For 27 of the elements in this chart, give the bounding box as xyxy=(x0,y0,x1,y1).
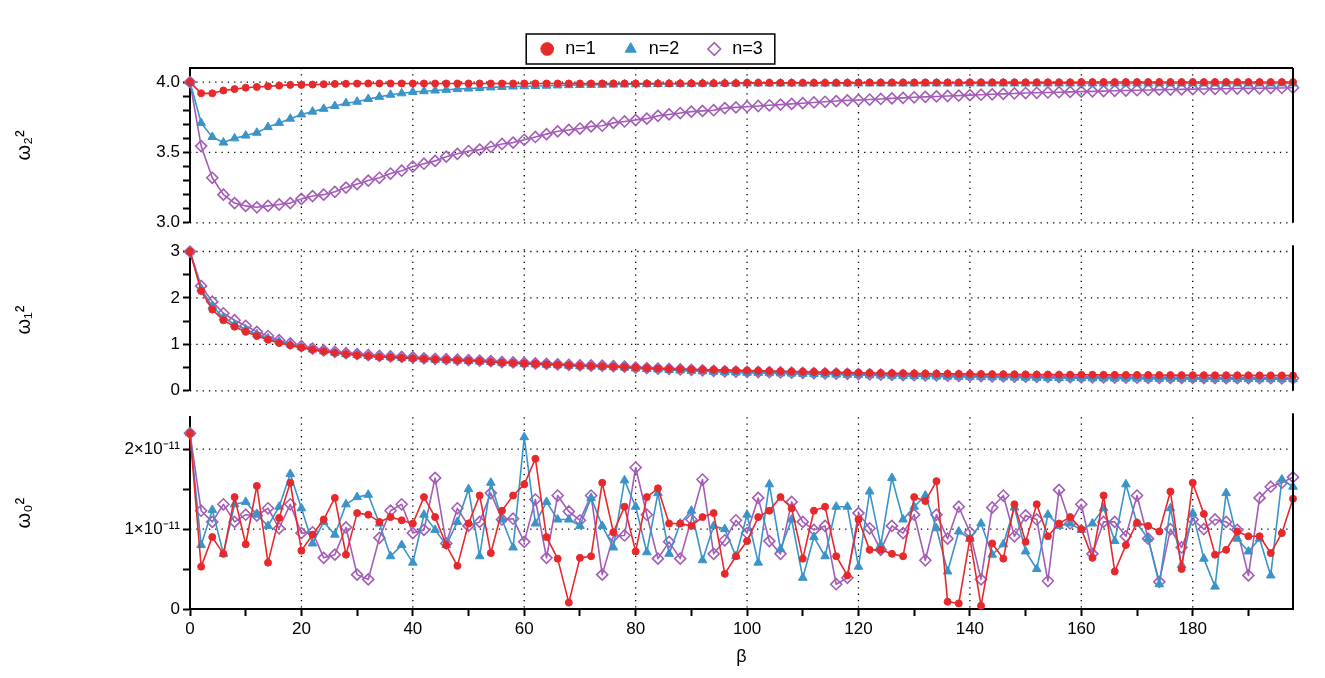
y-tick-label: 0 xyxy=(170,380,180,400)
x-tick-label: 100 xyxy=(732,618,762,638)
y-tick-label: 2×10⁻¹¹ xyxy=(124,438,181,458)
x-axis-title: β xyxy=(736,646,747,667)
y-tick-label: 0 xyxy=(170,598,180,618)
y-axis-title: ω₂² xyxy=(11,130,34,161)
y-tick-label: 2 xyxy=(170,287,180,307)
x-tick-label: 160 xyxy=(1067,618,1096,638)
y-tick-label: 1×10⁻¹¹ xyxy=(124,518,181,538)
y-tick-label: 1 xyxy=(170,334,180,354)
x-tick-label: 180 xyxy=(1178,618,1207,638)
y-axis-title: ω₀² xyxy=(11,497,34,529)
x-tick-label: 20 xyxy=(291,618,311,638)
y-tick-label: 3 xyxy=(170,241,180,261)
x-tick-label: 140 xyxy=(955,618,985,638)
y-tick-label: 4.0 xyxy=(156,71,180,91)
legend-label: n=3 xyxy=(732,37,763,58)
x-tick-label: 0 xyxy=(185,618,195,638)
x-tick-label: 40 xyxy=(403,618,423,638)
legend-label: n=1 xyxy=(565,37,596,58)
x-tick-label: 80 xyxy=(626,618,646,638)
x-tick-label: 120 xyxy=(844,618,873,638)
y-axis-title: ω₁² xyxy=(11,305,34,335)
y-tick-label: 3.0 xyxy=(156,212,180,232)
legend-label: n=2 xyxy=(648,37,680,58)
x-tick-label: 60 xyxy=(514,618,534,638)
y-tick-label: 3.5 xyxy=(156,142,180,162)
